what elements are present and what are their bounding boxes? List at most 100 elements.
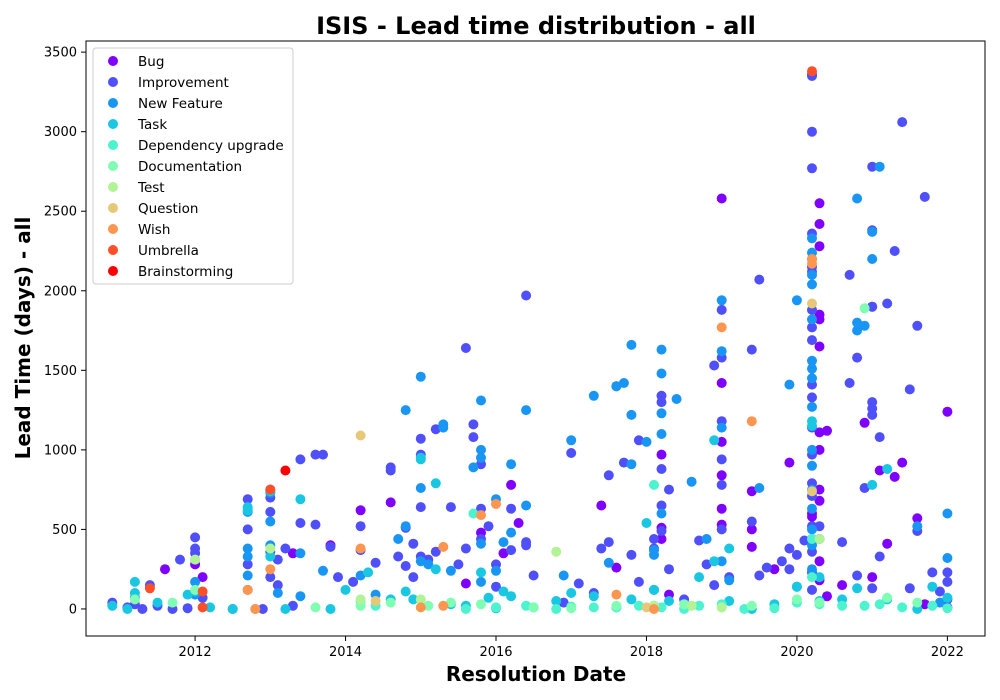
- axis-ticks-layer: 2012 2014 2016 2018 2020 2022 0 500 1000 1500 2000…: [44, 46, 964, 660]
- x-tick-label: 2018: [630, 645, 663, 660]
- point-dependency-upgrade-19: [807, 534, 817, 544]
- x-tick-label: 2020: [780, 645, 813, 660]
- point-improvement-125: [807, 392, 817, 403]
- point-documentation-11: [611, 600, 622, 611]
- point-documentation-0: [129, 594, 140, 605]
- y-tick-label: 3500: [44, 46, 77, 61]
- point-task-8: [205, 602, 216, 613]
- point-improvement-108: [761, 562, 772, 573]
- point-new-feature-89: [859, 320, 870, 331]
- point-dependency-upgrade-4: [491, 602, 501, 613]
- point-new-feature-88: [852, 325, 863, 336]
- point-documentation-10: [566, 603, 577, 614]
- point-bug-36: [814, 341, 825, 352]
- point-new-feature-53: [656, 368, 667, 379]
- point-improvement-26: [280, 543, 291, 554]
- point-improvement-24: [272, 580, 283, 591]
- point-new-feature-35: [506, 459, 517, 470]
- point-umbrella-1: [197, 602, 208, 613]
- point-bug-9: [498, 548, 509, 559]
- point-wish-5: [438, 600, 449, 611]
- point-new-feature-17: [400, 405, 411, 416]
- point-task-11: [242, 505, 253, 516]
- point-new-feature-80: [807, 460, 817, 471]
- point-new-feature-25: [445, 565, 456, 576]
- point-improvement-112: [791, 549, 802, 560]
- point-improvement-76: [603, 470, 614, 481]
- point-documentation-1: [167, 597, 178, 608]
- chart-title: ISIS - Lead time distribution - all: [316, 12, 756, 40]
- legend-marker: [108, 98, 118, 108]
- point-new-feature-43: [611, 381, 622, 392]
- point-new-feature-75: [807, 355, 817, 366]
- point-new-feature-73: [807, 279, 817, 290]
- point-documentation-2: [190, 584, 201, 595]
- point-umbrella-4: [807, 66, 817, 77]
- point-new-feature-12: [295, 591, 306, 602]
- point-bug-44: [822, 591, 832, 602]
- point-question-0: [355, 430, 366, 441]
- point-new-feature-85: [807, 564, 817, 575]
- point-new-feature-16: [393, 534, 404, 544]
- point-improvement-28: [295, 454, 306, 465]
- point-improvement-33: [325, 541, 336, 552]
- legend-marker: [108, 161, 118, 171]
- point-task-9: [227, 604, 238, 614]
- point-improvement-15: [242, 524, 253, 535]
- point-improvement-161: [927, 567, 938, 578]
- point-test-4: [551, 546, 562, 557]
- legend-label: Umbrella: [138, 243, 199, 259]
- point-improvement-49: [415, 502, 426, 513]
- point-improvement-97: [716, 304, 727, 315]
- point-new-feature-38: [521, 500, 532, 511]
- x-axis-title: Resolution Date: [446, 662, 626, 686]
- point-bug-32: [814, 219, 825, 229]
- point-dependency-upgrade-5: [521, 600, 532, 611]
- point-new-feature-77: [807, 373, 817, 384]
- point-improvement-56: [460, 543, 471, 554]
- point-new-feature-26: [468, 462, 479, 473]
- point-new-feature-60: [716, 295, 727, 306]
- point-task-33: [506, 591, 517, 602]
- point-improvement-137: [837, 537, 848, 548]
- point-new-feature-64: [724, 575, 735, 586]
- point-new-feature-40: [566, 435, 577, 446]
- point-bug-26: [746, 524, 757, 535]
- point-improvement-162: [934, 586, 945, 597]
- point-test-3: [415, 594, 426, 605]
- point-improvement-84: [649, 534, 659, 544]
- point-new-feature-24: [438, 422, 449, 433]
- legend-marker: [108, 182, 118, 192]
- point-documentation-13: [679, 599, 690, 610]
- point-new-feature-55: [656, 429, 667, 439]
- point-bug-6: [385, 497, 396, 508]
- point-bug-46: [859, 417, 870, 428]
- x-tick-label: 2012: [179, 645, 212, 660]
- point-improvement-155: [897, 117, 908, 128]
- point-improvement-134: [807, 584, 817, 595]
- point-new-feature-30: [476, 538, 486, 549]
- legend-label: Wish: [138, 222, 170, 238]
- point-new-feature-94: [934, 597, 945, 608]
- point-improvement-64: [491, 581, 501, 592]
- point-improvement-23: [265, 572, 276, 583]
- point-task-15: [280, 604, 291, 614]
- point-dependency-upgrade-26: [927, 600, 938, 611]
- point-bug-25: [746, 541, 757, 552]
- point-task-18: [340, 584, 351, 595]
- point-umbrella-2: [197, 586, 208, 597]
- point-bug-50: [889, 471, 900, 482]
- y-tick-label: 500: [52, 523, 77, 538]
- point-task-1: [122, 604, 133, 614]
- point-documentation-8: [476, 599, 486, 610]
- point-documentation-17: [814, 597, 825, 608]
- point-improvement-30: [310, 449, 321, 460]
- point-improvement-94: [701, 559, 712, 570]
- point-new-feature-72: [807, 269, 817, 280]
- point-new-feature-46: [626, 409, 637, 420]
- point-improvement-86: [656, 397, 667, 408]
- legend-label: Task: [137, 117, 167, 133]
- point-documentation-6: [423, 600, 434, 611]
- point-improvement-95: [709, 580, 720, 591]
- point-improvement-21: [265, 506, 276, 517]
